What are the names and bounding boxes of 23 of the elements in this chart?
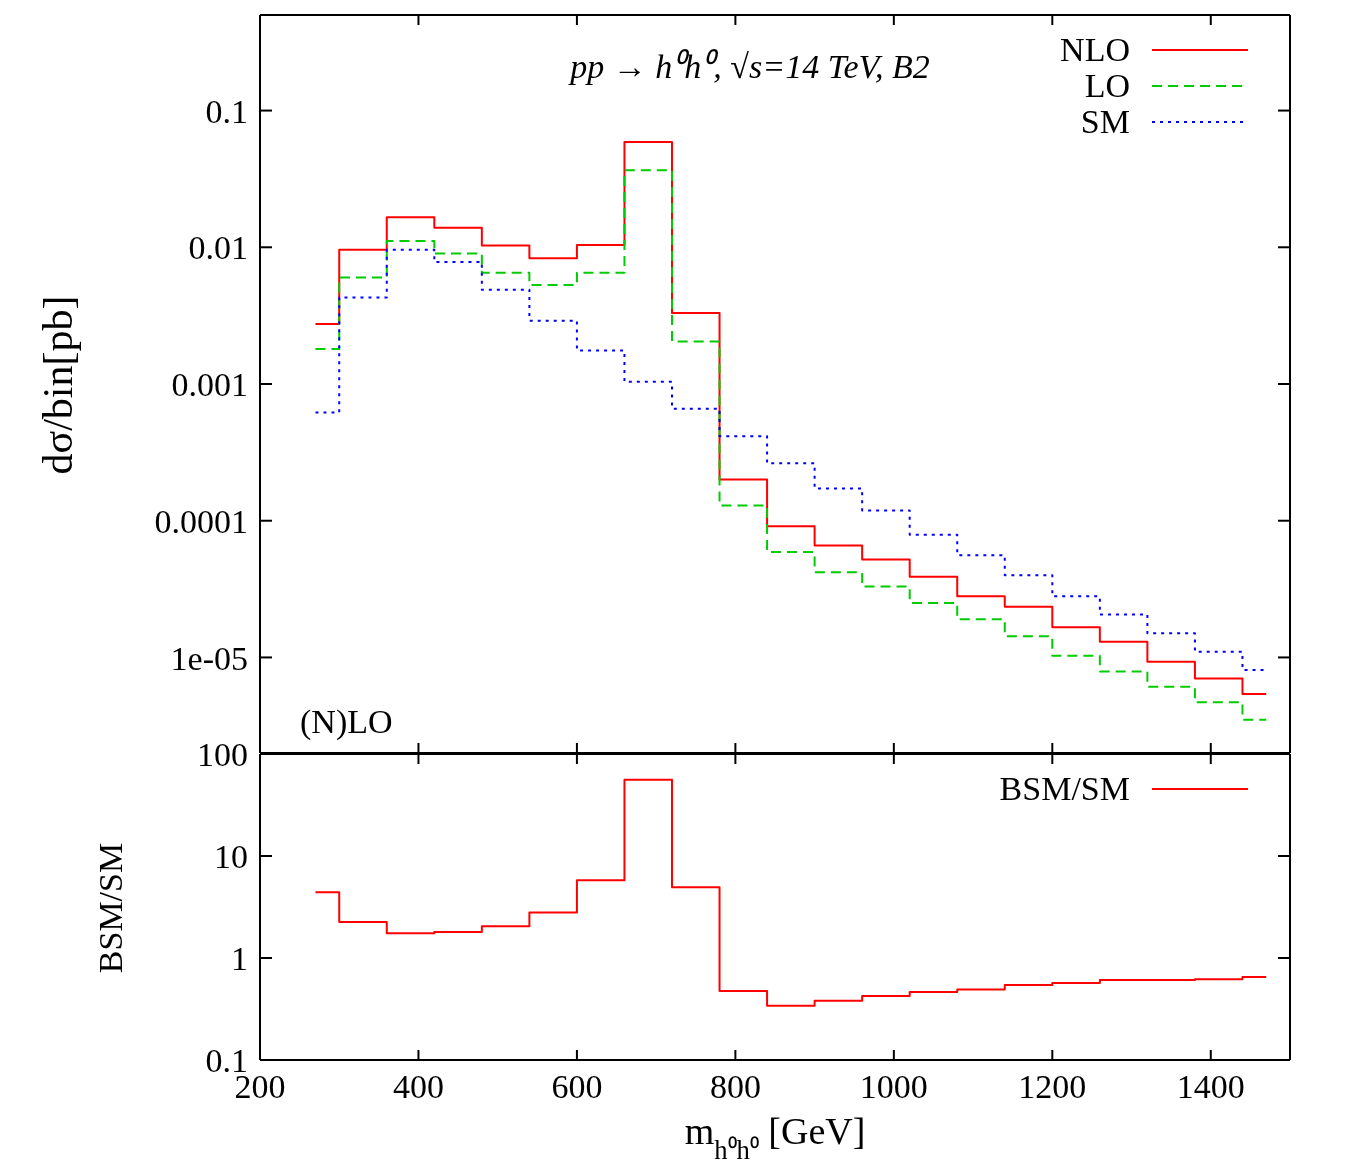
y-axis-title: BSM/SM bbox=[92, 842, 129, 974]
y-tick-label: 0.0001 bbox=[154, 502, 248, 540]
y-tick-label: 0.1 bbox=[205, 92, 248, 130]
y-tick-label: 1e-05 bbox=[170, 639, 248, 677]
x-tick-label: 400 bbox=[392, 1068, 444, 1106]
x-tick-label: 800 bbox=[709, 1068, 761, 1106]
x-tick-label: 600 bbox=[551, 1068, 603, 1106]
legend-label: LO bbox=[1084, 67, 1130, 104]
y-tick-label: 10 bbox=[214, 838, 248, 876]
legend-label: SM bbox=[1080, 103, 1130, 140]
x-tick-label: 1000 bbox=[859, 1068, 928, 1106]
y-axis-title: dσ/bin[pb] bbox=[35, 295, 81, 475]
x-tick-label: 1400 bbox=[1176, 1068, 1245, 1106]
x-tick-label: 1200 bbox=[1018, 1068, 1087, 1106]
annotation: (N)LO bbox=[300, 703, 393, 741]
y-tick-label: 0.001 bbox=[171, 366, 248, 404]
x-axis-title: m$_{h⁰h⁰}$ [GeV] bbox=[684, 1110, 866, 1165]
y-tick-label: 100 bbox=[197, 736, 248, 774]
y-tick-label: 0.01 bbox=[188, 229, 248, 267]
legend-label: NLO bbox=[1060, 31, 1130, 68]
y-tick-label: 1 bbox=[231, 940, 248, 978]
legend-label: BSM/SM bbox=[999, 770, 1130, 807]
text: pp → h⁰h⁰, √s=14 TeV, B2 bbox=[568, 48, 930, 85]
